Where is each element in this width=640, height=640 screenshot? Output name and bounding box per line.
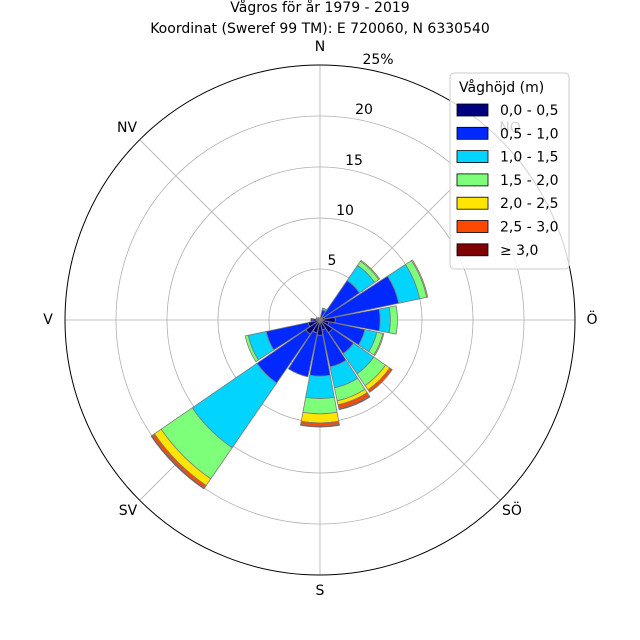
rose-bar-segment — [359, 259, 381, 281]
legend-label: 1,0 - 1,5 — [500, 150, 558, 166]
direction-label-nw: NV — [117, 120, 137, 136]
legend-swatch — [456, 243, 489, 257]
legend-label: 0,5 - 1,0 — [500, 126, 558, 142]
radial-tick-label: 10 — [336, 203, 354, 219]
legend-label: 1,5 - 2,0 — [500, 173, 558, 189]
direction-label-n: N — [315, 39, 325, 55]
radial-tick-label: 5 — [328, 253, 337, 269]
direction-label-e: Ö — [586, 310, 597, 328]
rose-bar-segment — [150, 434, 206, 490]
rose-bar-segment — [300, 411, 340, 424]
direction-label-s: S — [316, 583, 325, 599]
direction-label-sw: SV — [119, 503, 138, 519]
legend-label: 0,0 - 0,5 — [500, 103, 558, 119]
legend: Våghöjd (m) 0,0 - 0,5 0,5 - 1,0 1,0 - 1,5 1… — [449, 72, 570, 270]
rose-bar-segment — [388, 305, 398, 335]
legend-title: Våghöjd (m) — [459, 79, 544, 96]
rose-bar-segment — [410, 259, 429, 298]
legend-box — [449, 72, 570, 270]
radial-tick-label: 25% — [362, 52, 393, 68]
legend-label: 2,5 - 3,0 — [500, 220, 558, 236]
outer-frame — [64, 64, 576, 576]
direction-label-w: V — [43, 312, 53, 328]
rose-bar-segment — [302, 396, 338, 415]
legend-swatch — [456, 126, 489, 140]
rose-bar-segment — [373, 332, 385, 357]
direction-label-se: SÖ — [502, 501, 522, 519]
legend-swatch — [456, 150, 489, 164]
legend-items: 0,0 - 0,5 0,5 - 1,0 1,0 - 1,5 1,5 - 2,0 2,0 … — [456, 103, 558, 259]
chart-title: Vågros för år 1979 - 2019 — [230, 0, 409, 16]
radial-tick-label: 15 — [345, 153, 363, 169]
chart-subtitle: Koordinat (Sweref 99 TM): E 720060, N 63… — [150, 21, 490, 37]
radial-tick-label: 20 — [355, 102, 373, 118]
rose-bar-segment — [318, 317, 321, 320]
rose-bar-segment — [300, 423, 340, 428]
rose-bar-segment — [305, 374, 335, 399]
legend-label: 2,0 - 2,5 — [500, 196, 558, 212]
rose-bars — [150, 259, 429, 490]
rose-bar-segment — [338, 395, 371, 411]
legend-swatch — [456, 103, 489, 117]
rose-bar-segment — [310, 317, 314, 323]
rose-bar-segment — [244, 334, 259, 363]
polar-grid — [64, 64, 576, 576]
legend-swatch — [456, 196, 489, 210]
grid-spoke — [139, 139, 321, 321]
rose-bar-segment — [378, 306, 391, 334]
legend-label: ≥ 3,0 — [500, 243, 538, 259]
legend-swatch — [456, 220, 489, 233]
legend-swatch — [456, 173, 489, 187]
rose-bar-segment — [367, 367, 393, 393]
